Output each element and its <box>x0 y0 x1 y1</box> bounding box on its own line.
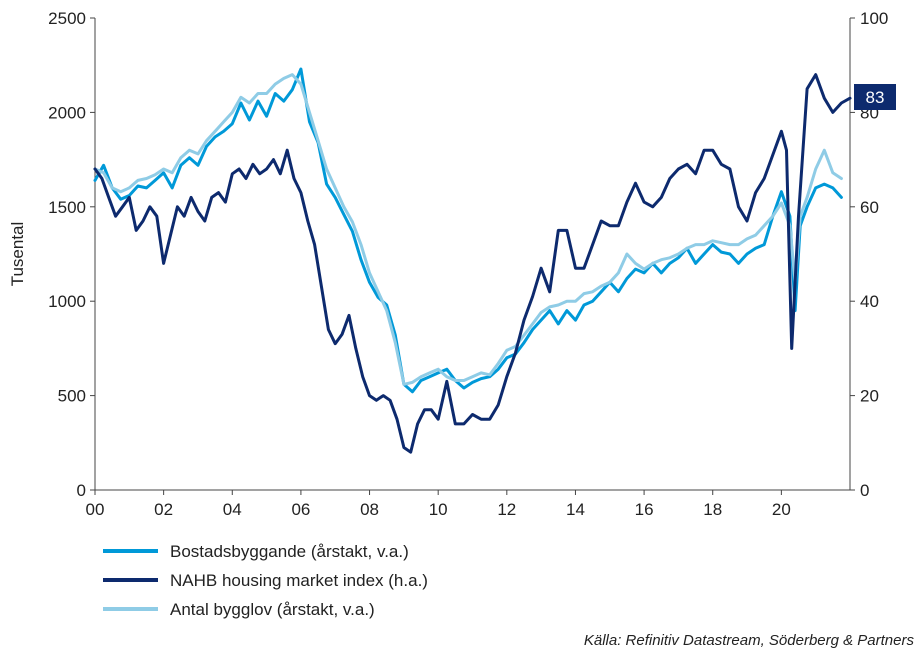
left-tick-label: 2000 <box>48 103 86 122</box>
right-tick-label: 60 <box>860 198 879 217</box>
x-tick-label: 08 <box>360 500 379 519</box>
x-axis-ticks: 00 02 04 06 08 10 12 14 16 18 20 <box>86 490 791 519</box>
x-tick-label: 10 <box>429 500 448 519</box>
source-note: Källa: Refinitiv Datastream, Söderberg &… <box>584 632 915 649</box>
x-tick-label: 02 <box>154 500 173 519</box>
legend-label-nahb: NAHB housing market index (h.a.) <box>170 571 428 590</box>
x-tick-label: 20 <box>772 500 791 519</box>
x-tick-label: 14 <box>566 500 585 519</box>
series-line-bygglov <box>93 73 843 386</box>
x-tick-label: 16 <box>635 500 654 519</box>
legend-label-bygglov: Antal bygglov (årstakt, v.a.) <box>170 600 375 619</box>
legend: Bostadsbyggande (årstakt, v.a.) NAHB hou… <box>103 542 428 619</box>
left-tick-label: 500 <box>58 387 86 406</box>
right-tick-label: 0 <box>860 481 869 500</box>
series-layer <box>93 67 852 454</box>
x-tick-label: 18 <box>703 500 722 519</box>
y-axis-label-left: Tusental <box>8 222 27 287</box>
end-value-badge-box <box>854 84 896 110</box>
end-value-label: 83 <box>866 88 885 107</box>
right-tick-label: 20 <box>860 387 879 406</box>
left-axis-ticks: 0 500 1000 1500 2000 2500 <box>48 9 95 500</box>
end-value-badge: 83 <box>854 84 896 110</box>
legend-label-bostadsbyggande: Bostadsbyggande (årstakt, v.a.) <box>170 542 409 561</box>
left-tick-label: 1500 <box>48 198 86 217</box>
right-tick-label: 100 <box>860 9 888 28</box>
series-line-nahb <box>93 73 852 454</box>
series-line-bostadsbyggande <box>93 67 843 394</box>
x-tick-label: 12 <box>497 500 516 519</box>
right-tick-label: 40 <box>860 292 879 311</box>
left-tick-label: 2500 <box>48 9 86 28</box>
left-tick-label: 0 <box>77 481 86 500</box>
left-tick-label: 1000 <box>48 292 86 311</box>
x-tick-label: 00 <box>86 500 105 519</box>
x-tick-label: 06 <box>291 500 310 519</box>
x-tick-label: 04 <box>223 500 242 519</box>
